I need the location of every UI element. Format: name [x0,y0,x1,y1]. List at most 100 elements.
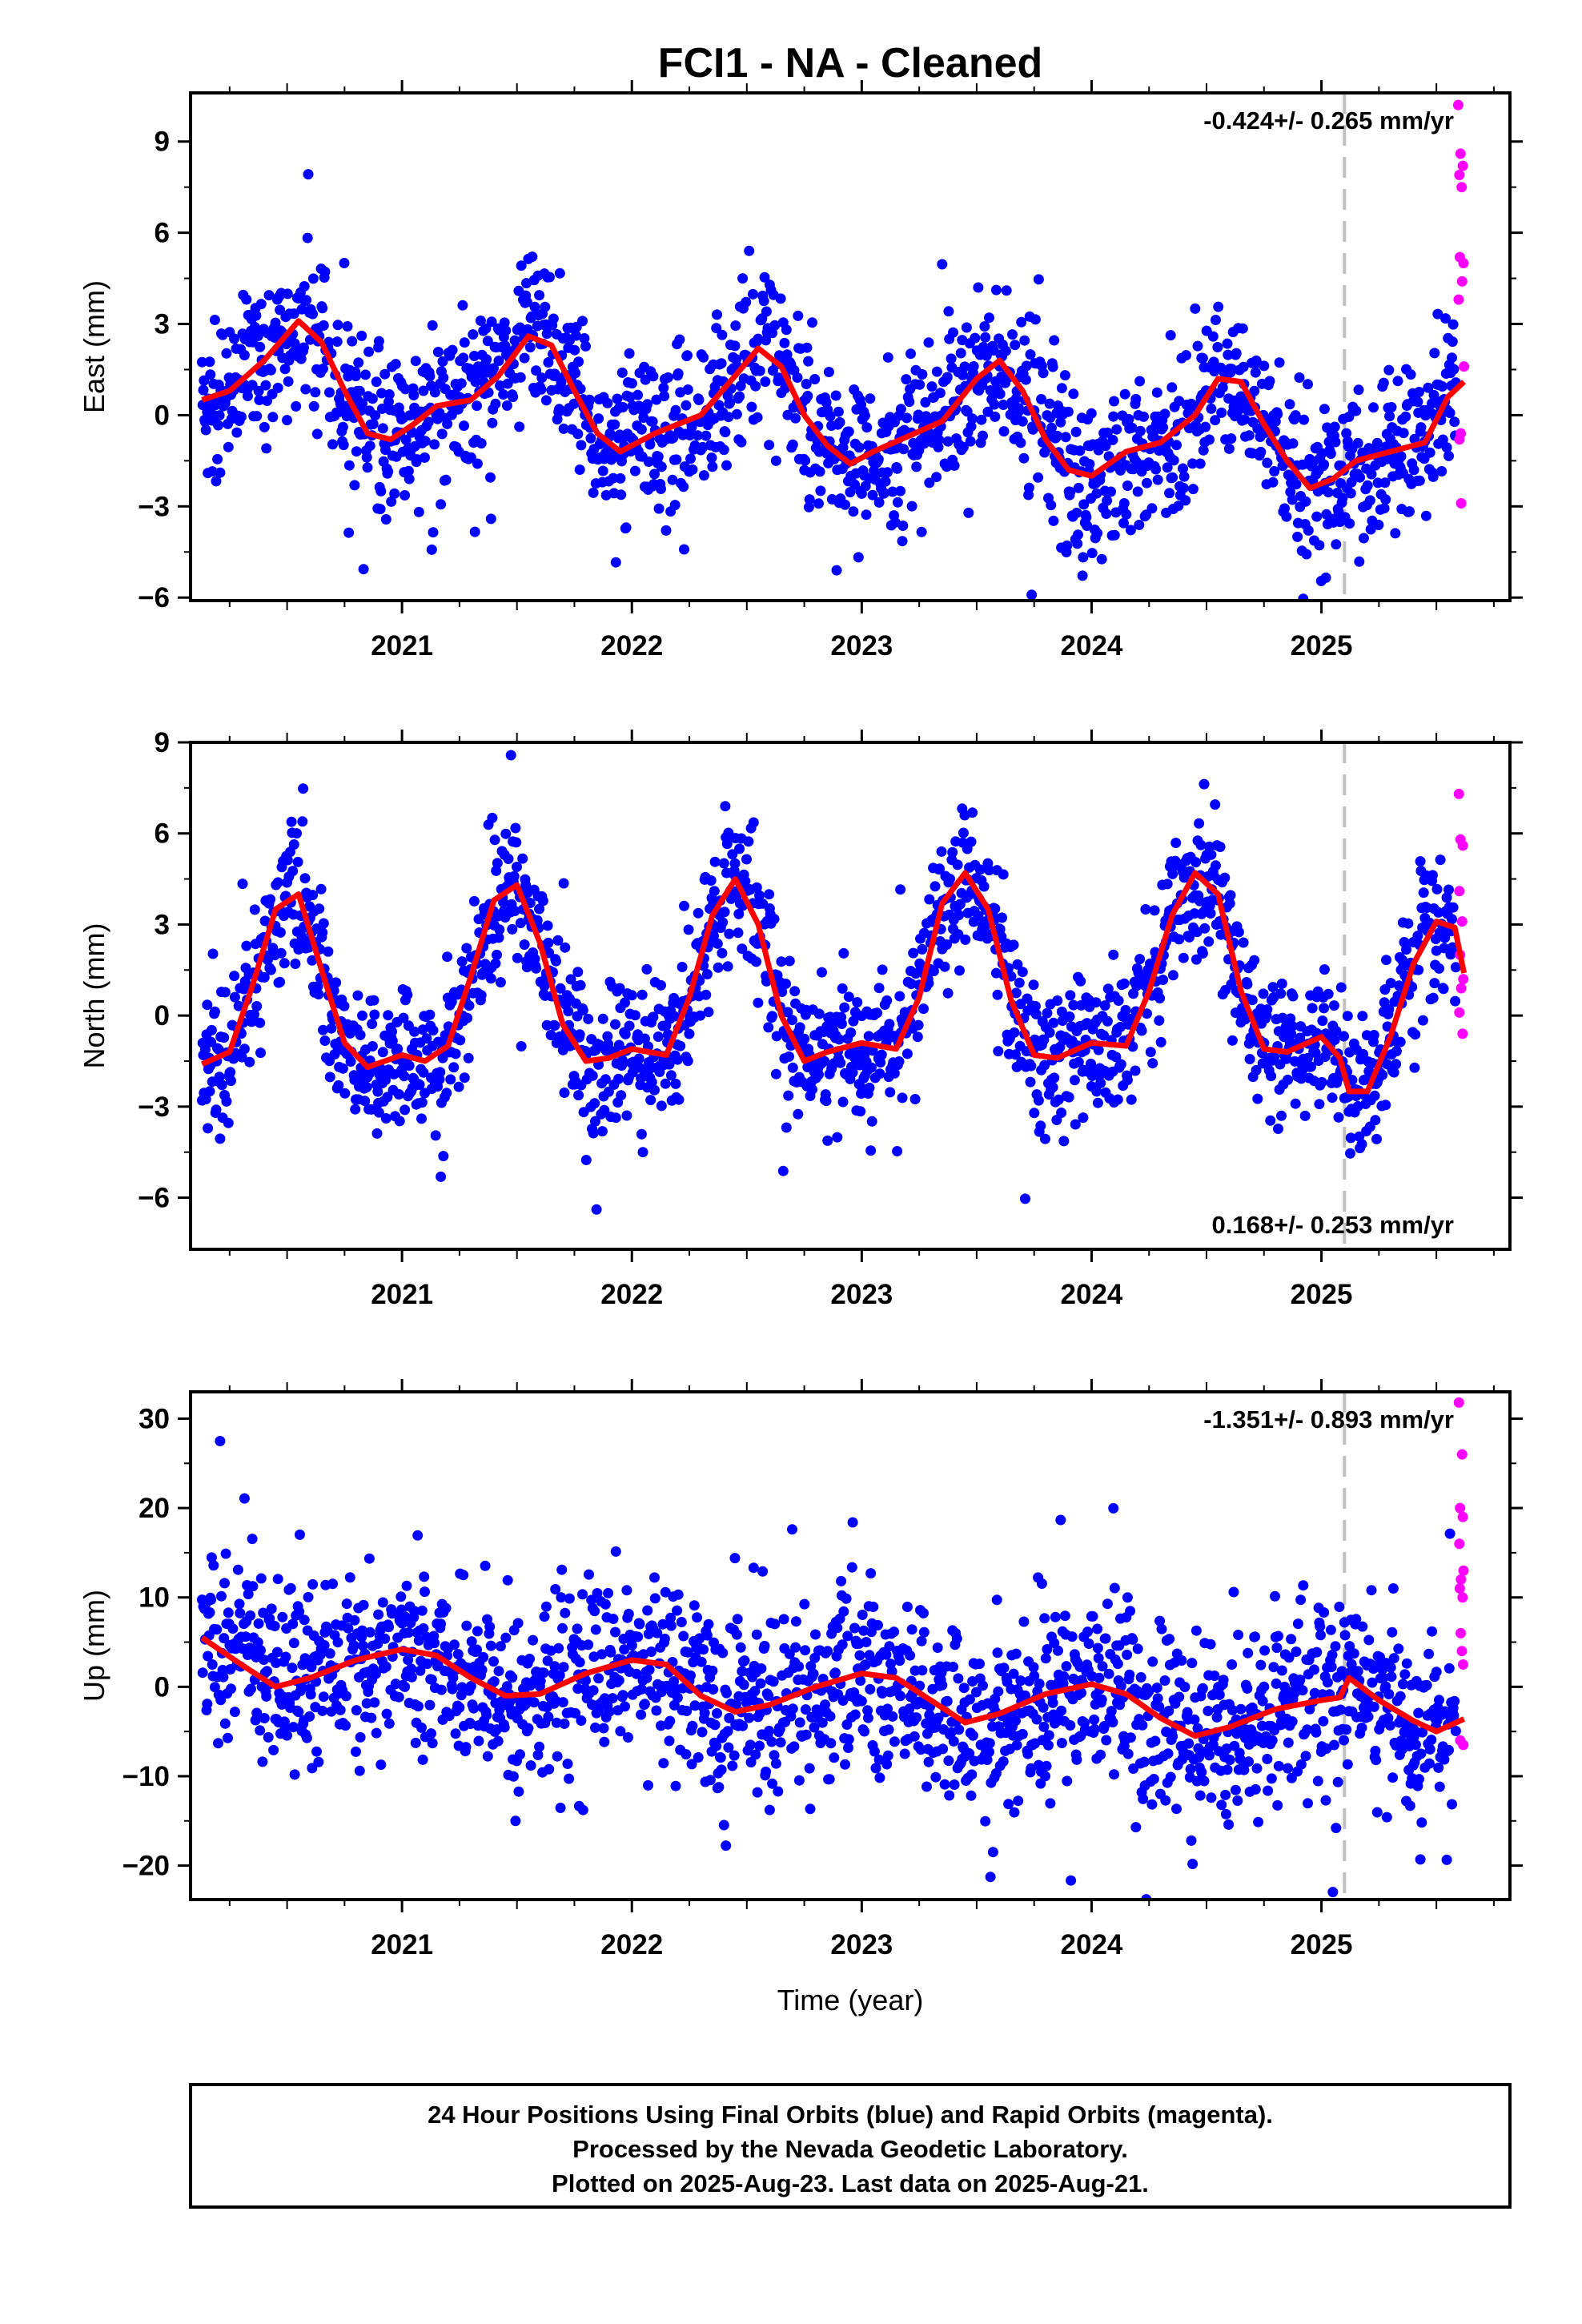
final-orbit-point [1158,422,1169,433]
final-orbit-point [930,881,941,892]
final-orbit-point [1409,433,1420,444]
final-orbit-point [207,466,218,477]
final-orbit-point [673,1094,685,1105]
final-orbit-point [436,1171,447,1182]
final-orbit-point [220,1548,231,1559]
final-orbit-point [823,367,834,377]
final-orbit-point [265,894,276,905]
final-orbit-point [455,1035,466,1046]
final-orbit-point [214,1072,225,1083]
final-orbit-point [793,310,804,321]
x-tick-label: 2021 [371,630,433,661]
final-orbit-point [882,467,893,478]
final-orbit-point [543,1711,554,1723]
rapid-orbit-point [1458,974,1469,985]
final-orbit-point [428,1025,439,1036]
final-orbit-point [881,1649,892,1660]
final-orbit-point [905,1650,916,1661]
final-orbit-point [204,1607,215,1618]
final-orbit-point [1301,549,1312,560]
final-orbit-point [853,552,864,563]
final-orbit-point [1358,533,1369,544]
final-orbit-point [672,1605,683,1616]
final-orbit-point [357,1640,368,1651]
final-orbit-point [599,1104,610,1116]
final-orbit-point [764,1725,775,1736]
final-orbit-point [1052,430,1063,441]
final-orbit-point [1191,857,1202,868]
final-orbit-point [856,1695,867,1707]
final-orbit-point [1178,952,1189,963]
final-orbit-point [682,1055,693,1067]
final-orbit-point [485,973,496,984]
final-orbit-point [368,995,379,1006]
final-orbit-point [971,1687,982,1698]
final-orbit-point [724,1712,735,1723]
final-orbit-point [265,964,276,975]
final-orbit-point [560,942,571,953]
final-orbit-point [280,1651,291,1663]
final-orbit-point [1091,488,1102,499]
final-orbit-point [855,1675,866,1687]
final-orbit-point [687,1720,698,1731]
final-orbit-point [286,816,297,827]
final-orbit-point [1056,1738,1067,1748]
final-orbit-point [954,1724,965,1735]
final-orbit-point [287,1618,299,1630]
final-orbit-point [759,1640,770,1651]
final-orbit-point [895,1691,906,1702]
final-orbit-point [1093,1653,1104,1663]
rapid-orbit-point [1456,983,1467,994]
final-orbit-point [291,828,302,839]
final-orbit-point [1073,1056,1084,1068]
final-orbit-point [373,1107,384,1118]
final-orbit-point [419,1571,430,1582]
final-orbit-point [510,822,521,834]
final-orbit-point [347,336,358,347]
final-orbit-point [707,1665,718,1676]
final-orbit-point [359,1096,371,1107]
final-orbit-point [636,1709,647,1720]
final-orbit-point [1197,352,1208,364]
final-orbit-point [790,1642,801,1653]
final-orbit-point [1298,593,1309,601]
final-orbit-point [226,1076,236,1087]
final-orbit-point [1164,488,1175,499]
final-orbit-point [1108,949,1119,960]
final-orbit-point [807,317,817,328]
final-orbit-point [301,295,312,306]
final-orbit-point [739,1655,750,1667]
final-orbit-point [404,473,415,485]
final-orbit-point [905,979,917,989]
final-orbit-point [1109,1582,1120,1594]
final-orbit-point [848,506,859,517]
final-orbit-point [447,1683,458,1695]
final-orbit-point [364,440,375,452]
final-orbit-point [721,1687,732,1699]
final-orbit-point [1001,285,1012,296]
final-orbit-point [1094,1672,1105,1683]
final-orbit-point [1178,463,1188,474]
final-orbit-point [1439,932,1451,943]
final-orbit-point [1106,1706,1117,1717]
final-orbit-point [920,396,931,408]
final-orbit-point [1038,1702,1049,1713]
final-orbit-point [600,1598,611,1610]
final-orbit-point [602,397,613,408]
final-orbit-point [1317,1015,1328,1027]
final-orbit-point [959,361,970,372]
final-orbit-point [456,1690,467,1701]
final-orbit-point [500,325,512,336]
final-orbit-point [751,956,761,967]
final-orbit-point [981,350,992,361]
final-orbit-point [1415,856,1426,867]
final-orbit-point [866,1116,877,1127]
final-orbit-point [255,1573,267,1584]
final-orbit-point [387,1026,397,1037]
final-orbit-point [873,1619,883,1630]
final-orbit-point [1017,416,1028,427]
final-orbit-point [770,455,781,466]
final-orbit-point [612,393,623,404]
final-orbit-point [358,564,369,575]
